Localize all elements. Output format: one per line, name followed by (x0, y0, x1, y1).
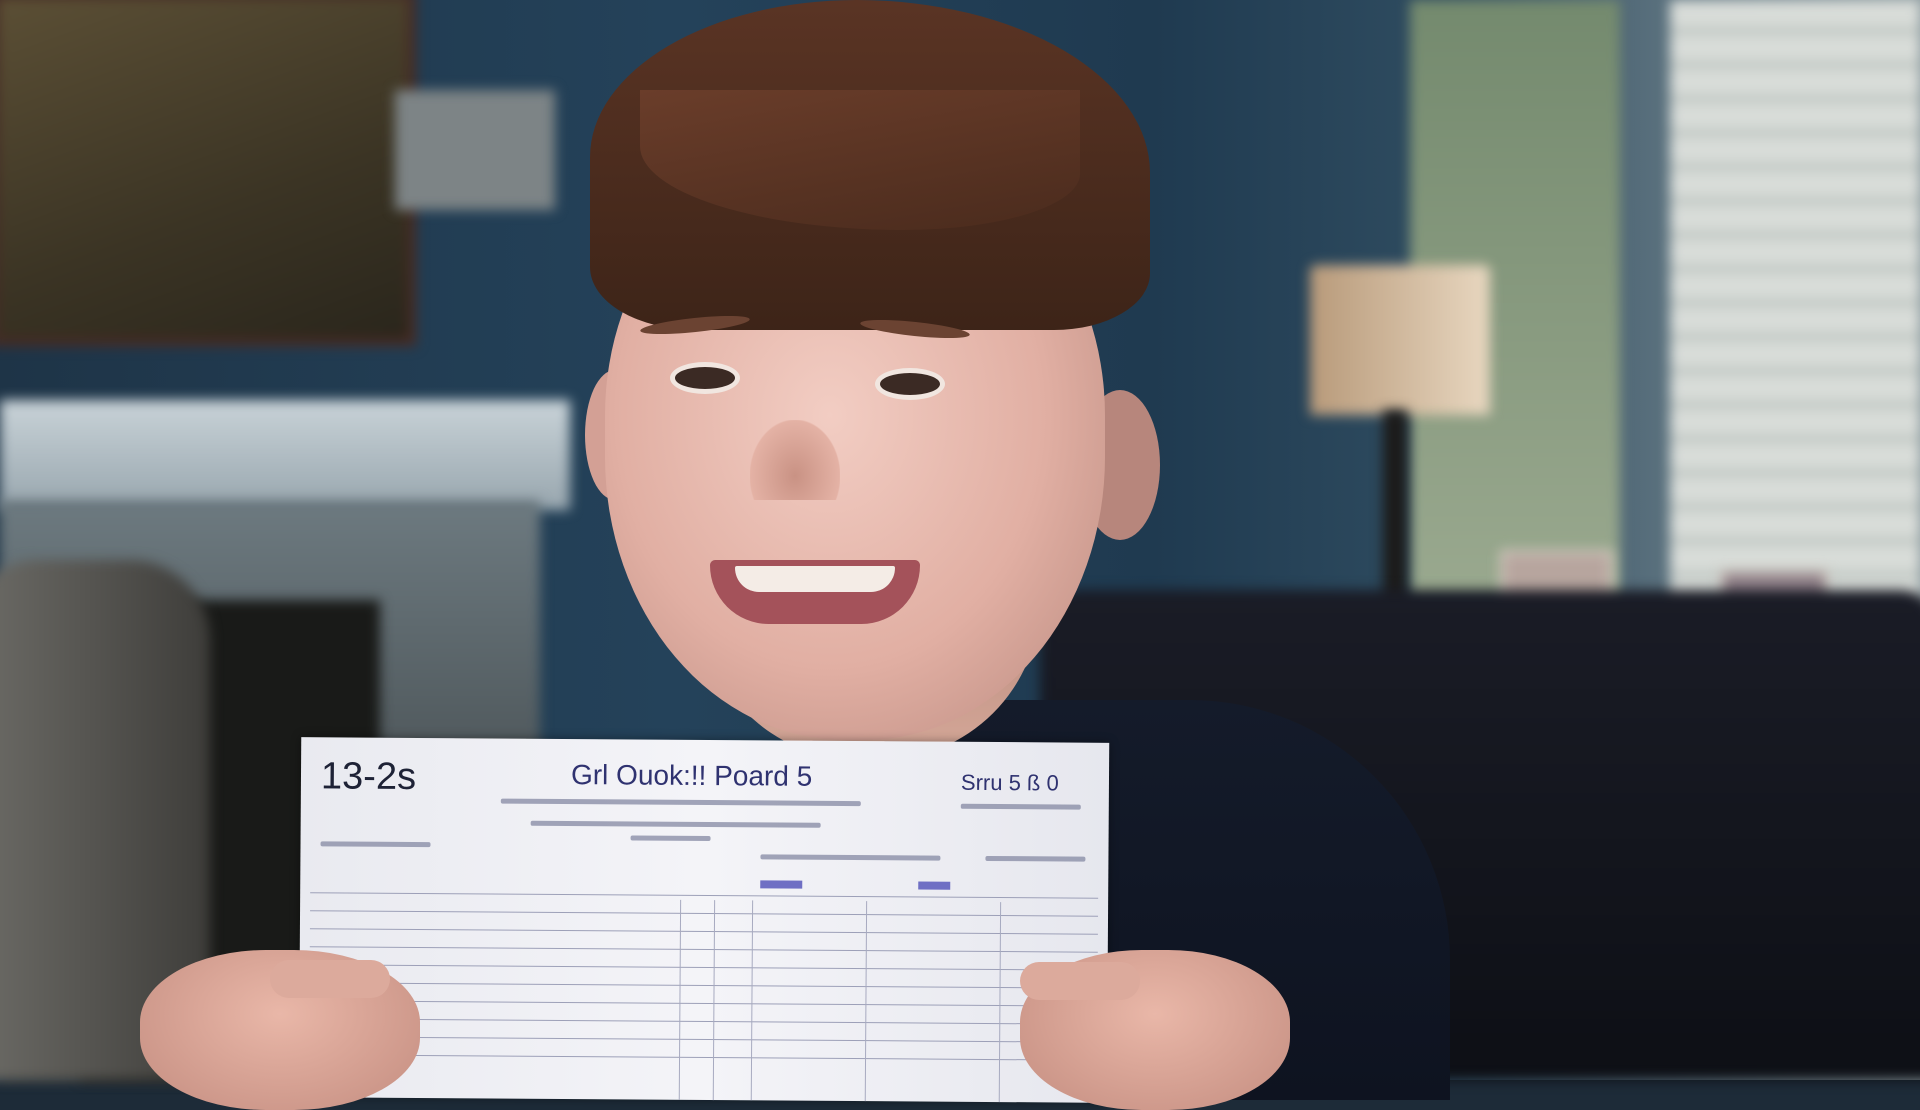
fine-print (960, 803, 1081, 810)
eye (875, 368, 945, 400)
lamp-stand (1383, 410, 1407, 610)
eye (670, 362, 740, 394)
table-rule (310, 910, 1099, 917)
report-card: 13-2s Grl Ouok:!! Poard 5 Srru 5 ß 0 (298, 737, 1110, 1103)
thumb (270, 960, 390, 998)
table-rule (309, 946, 1098, 953)
table-rule (309, 1054, 1098, 1061)
fine-print (630, 835, 711, 842)
card-title: Grl Ouok:!! Poard 5 (570, 759, 813, 792)
fireplace-mantel (0, 400, 570, 510)
table-rule (309, 982, 1098, 989)
table-column-rule (712, 900, 716, 1101)
highlight (760, 880, 803, 889)
table-column-rule (750, 900, 754, 1101)
table-column-rule (998, 902, 1002, 1103)
table-column-rule (678, 899, 682, 1100)
left-hand (140, 950, 420, 1110)
card-right-header: Srru 5 ß 0 (960, 769, 1059, 796)
right-hand (1020, 950, 1290, 1110)
table-rule (309, 928, 1098, 935)
table-rule (309, 1036, 1098, 1043)
table-rule (310, 892, 1099, 899)
wall-frame (395, 90, 555, 210)
fine-print (760, 854, 941, 861)
fine-print (320, 841, 431, 848)
fine-print (500, 798, 861, 807)
card-code: 13-2s (320, 755, 417, 798)
thumb (1020, 962, 1140, 1000)
table-rule (309, 964, 1098, 971)
nose (750, 420, 840, 500)
window-blinds (1670, 0, 1920, 640)
teeth (735, 566, 895, 592)
wall-painting (0, 0, 416, 346)
table-rule (309, 1018, 1098, 1025)
table-rule (309, 1000, 1098, 1007)
fine-print (530, 820, 821, 828)
fine-print (985, 855, 1086, 862)
highlight (918, 881, 951, 890)
lamp-shade (1310, 265, 1490, 415)
table-column-rule (864, 901, 868, 1102)
